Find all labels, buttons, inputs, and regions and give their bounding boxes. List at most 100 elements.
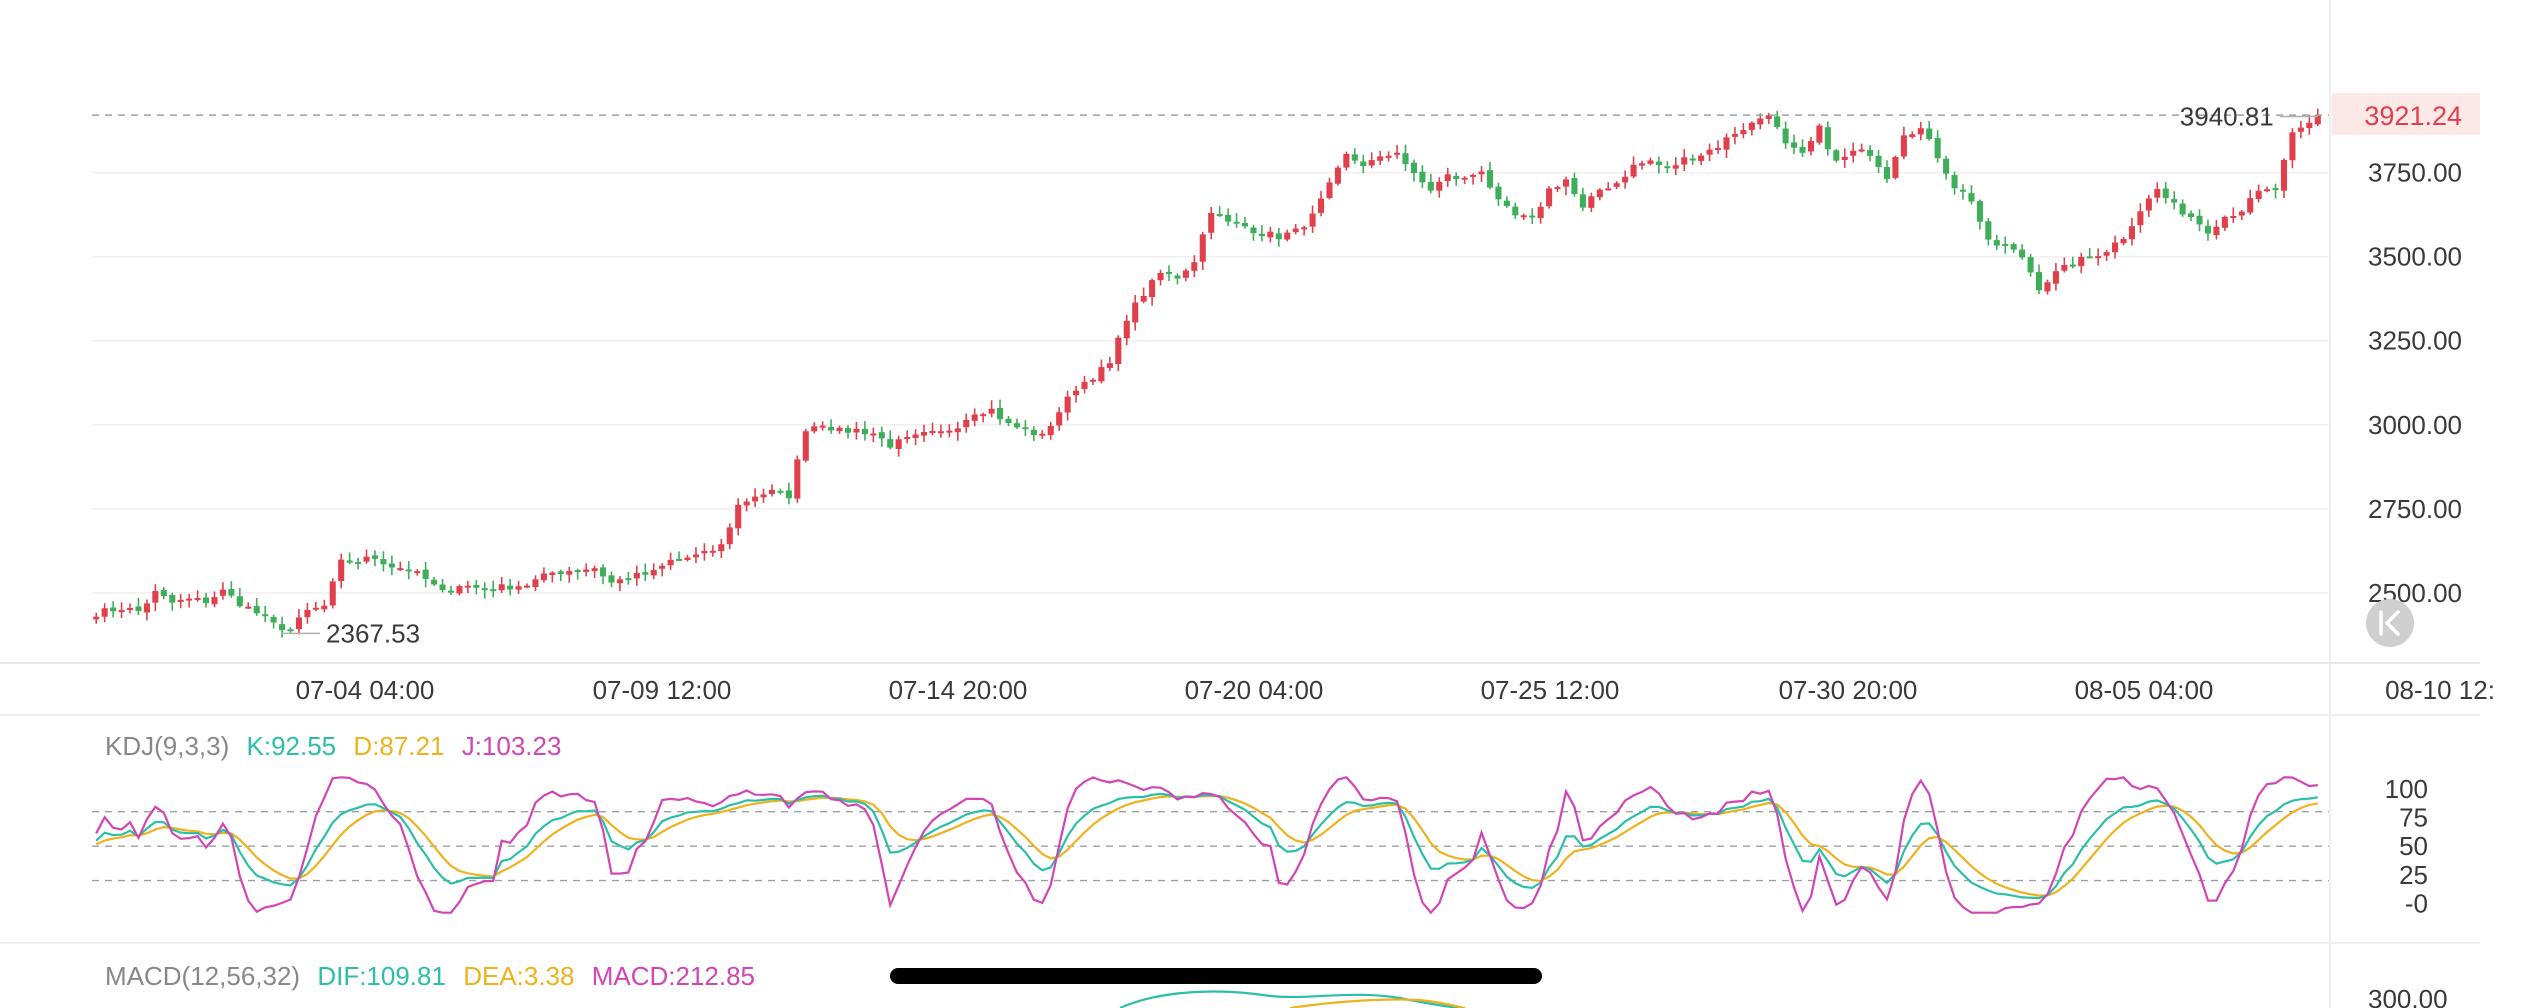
candle-body [1064,396,1071,413]
jump-to-latest-button-bg[interactable] [2366,599,2414,647]
price-axis-tick: 3500.00 [2368,242,2462,272]
candle-body [1951,175,1958,189]
candle-body [887,439,894,448]
candle-body [1596,189,1603,198]
price-axis-tick: 3000.00 [2368,410,2462,440]
macd-legend-dif: DIF:109.81 [317,961,446,991]
candle-body [473,584,480,588]
candle-body [1343,153,1350,168]
candle-body [600,567,607,577]
macd-panel[interactable]: MACD(12,56,32) DIF:109.81 DEA:3.38 MACD:… [0,942,2480,1008]
candle-body [1182,270,1189,278]
candle-body [980,414,987,417]
candle-body [2314,115,2321,125]
candlestick-series[interactable] [93,108,2321,638]
candle-body [304,609,311,618]
kdj-axis-tick: 75 [2399,802,2428,832]
candle-body [532,579,539,588]
candle-body [194,598,201,601]
candle-body [2145,198,2152,211]
candle-body [456,586,463,594]
candle-body [110,607,117,612]
candle-body [1562,179,1570,187]
candle-body [2247,198,2254,213]
candle-body [2128,226,2135,240]
jump-to-latest-button[interactable] [2366,599,2414,647]
candle-body [1073,390,1080,396]
candle-body [929,431,936,434]
candle-body [1503,200,1510,206]
candle-body [1444,174,1451,182]
time-axis-tick: 07-14 20:00 [889,675,1028,705]
candle-body [1791,142,1798,148]
candle-body [355,562,362,565]
candle-body [177,599,184,602]
candle-body [515,586,522,590]
kdj-legend-j: J:103.23 [462,731,562,761]
candle-body [1757,118,1764,125]
candle-body [2069,264,2076,267]
price-axis-tick: 3750.00 [2368,158,2462,188]
candle-body [591,568,598,572]
candle-body [2188,213,2195,217]
candle-body [853,428,860,433]
candle-body [557,571,564,575]
candle-body [1883,166,1891,180]
candle-body [1005,418,1012,423]
candle-body [1900,135,1907,157]
candle-body [1317,198,1325,213]
kdj-k-line [95,792,2318,900]
candle-body [1486,170,1494,188]
candle-body [2238,211,2245,216]
candle-body [844,428,852,433]
macd-axis-tick: 300.00 [2368,984,2448,1008]
price-axis-tick: 3250.00 [2368,326,2462,356]
candle-body [684,557,691,561]
candle-body [937,431,944,434]
candle-body [802,431,809,461]
candle-body [1140,295,1147,302]
price-panel[interactable]: 3940.81 2367.53 [92,102,2330,649]
candle-body [1858,149,1865,152]
kdj-legend-d: D:87.21 [353,731,444,761]
price-axis-tick: 2750.00 [2368,494,2462,524]
candle-body [752,496,759,502]
candle-body [828,427,835,431]
candle-body [93,616,100,620]
candle-body [1250,227,1257,234]
candle-body [2010,244,2017,250]
home-indicator [890,968,1542,984]
candle-body [1174,275,1181,279]
candle-body [946,430,953,433]
candle-body [743,501,750,506]
candle-body [1520,215,1527,218]
candle-body [718,544,725,552]
candle-body [895,439,902,449]
candle-body [211,597,218,605]
candle-body [169,595,176,603]
candle-body [371,555,379,559]
candle-body [2044,282,2051,292]
candle-body [1013,423,1020,428]
candle-body [1993,240,2000,246]
macd-dea-line [1289,998,1466,1008]
candle-body [422,569,429,579]
candle-body [1875,155,1882,167]
candle-body [1360,161,1367,167]
candle-body [1588,196,1595,208]
candle-body [912,434,919,438]
jump-to-latest-icon[interactable] [2379,610,2400,636]
candle-body [1985,221,1992,240]
candle-body [219,589,226,596]
price-axis: 3750.003500.003250.003000.002750.002500.… [2368,158,2462,608]
time-axis: 07-04 04:00 07-09 12:00 07-14 20:00 07-20 0… [296,675,2495,705]
current-price-value: 3921.24 [2364,101,2462,131]
candle-body [126,607,134,610]
candle-body [1191,262,1198,271]
candle-body [701,550,708,554]
candle-body [1410,162,1417,174]
candle-body [1554,187,1561,190]
candle-body [1613,183,1620,187]
